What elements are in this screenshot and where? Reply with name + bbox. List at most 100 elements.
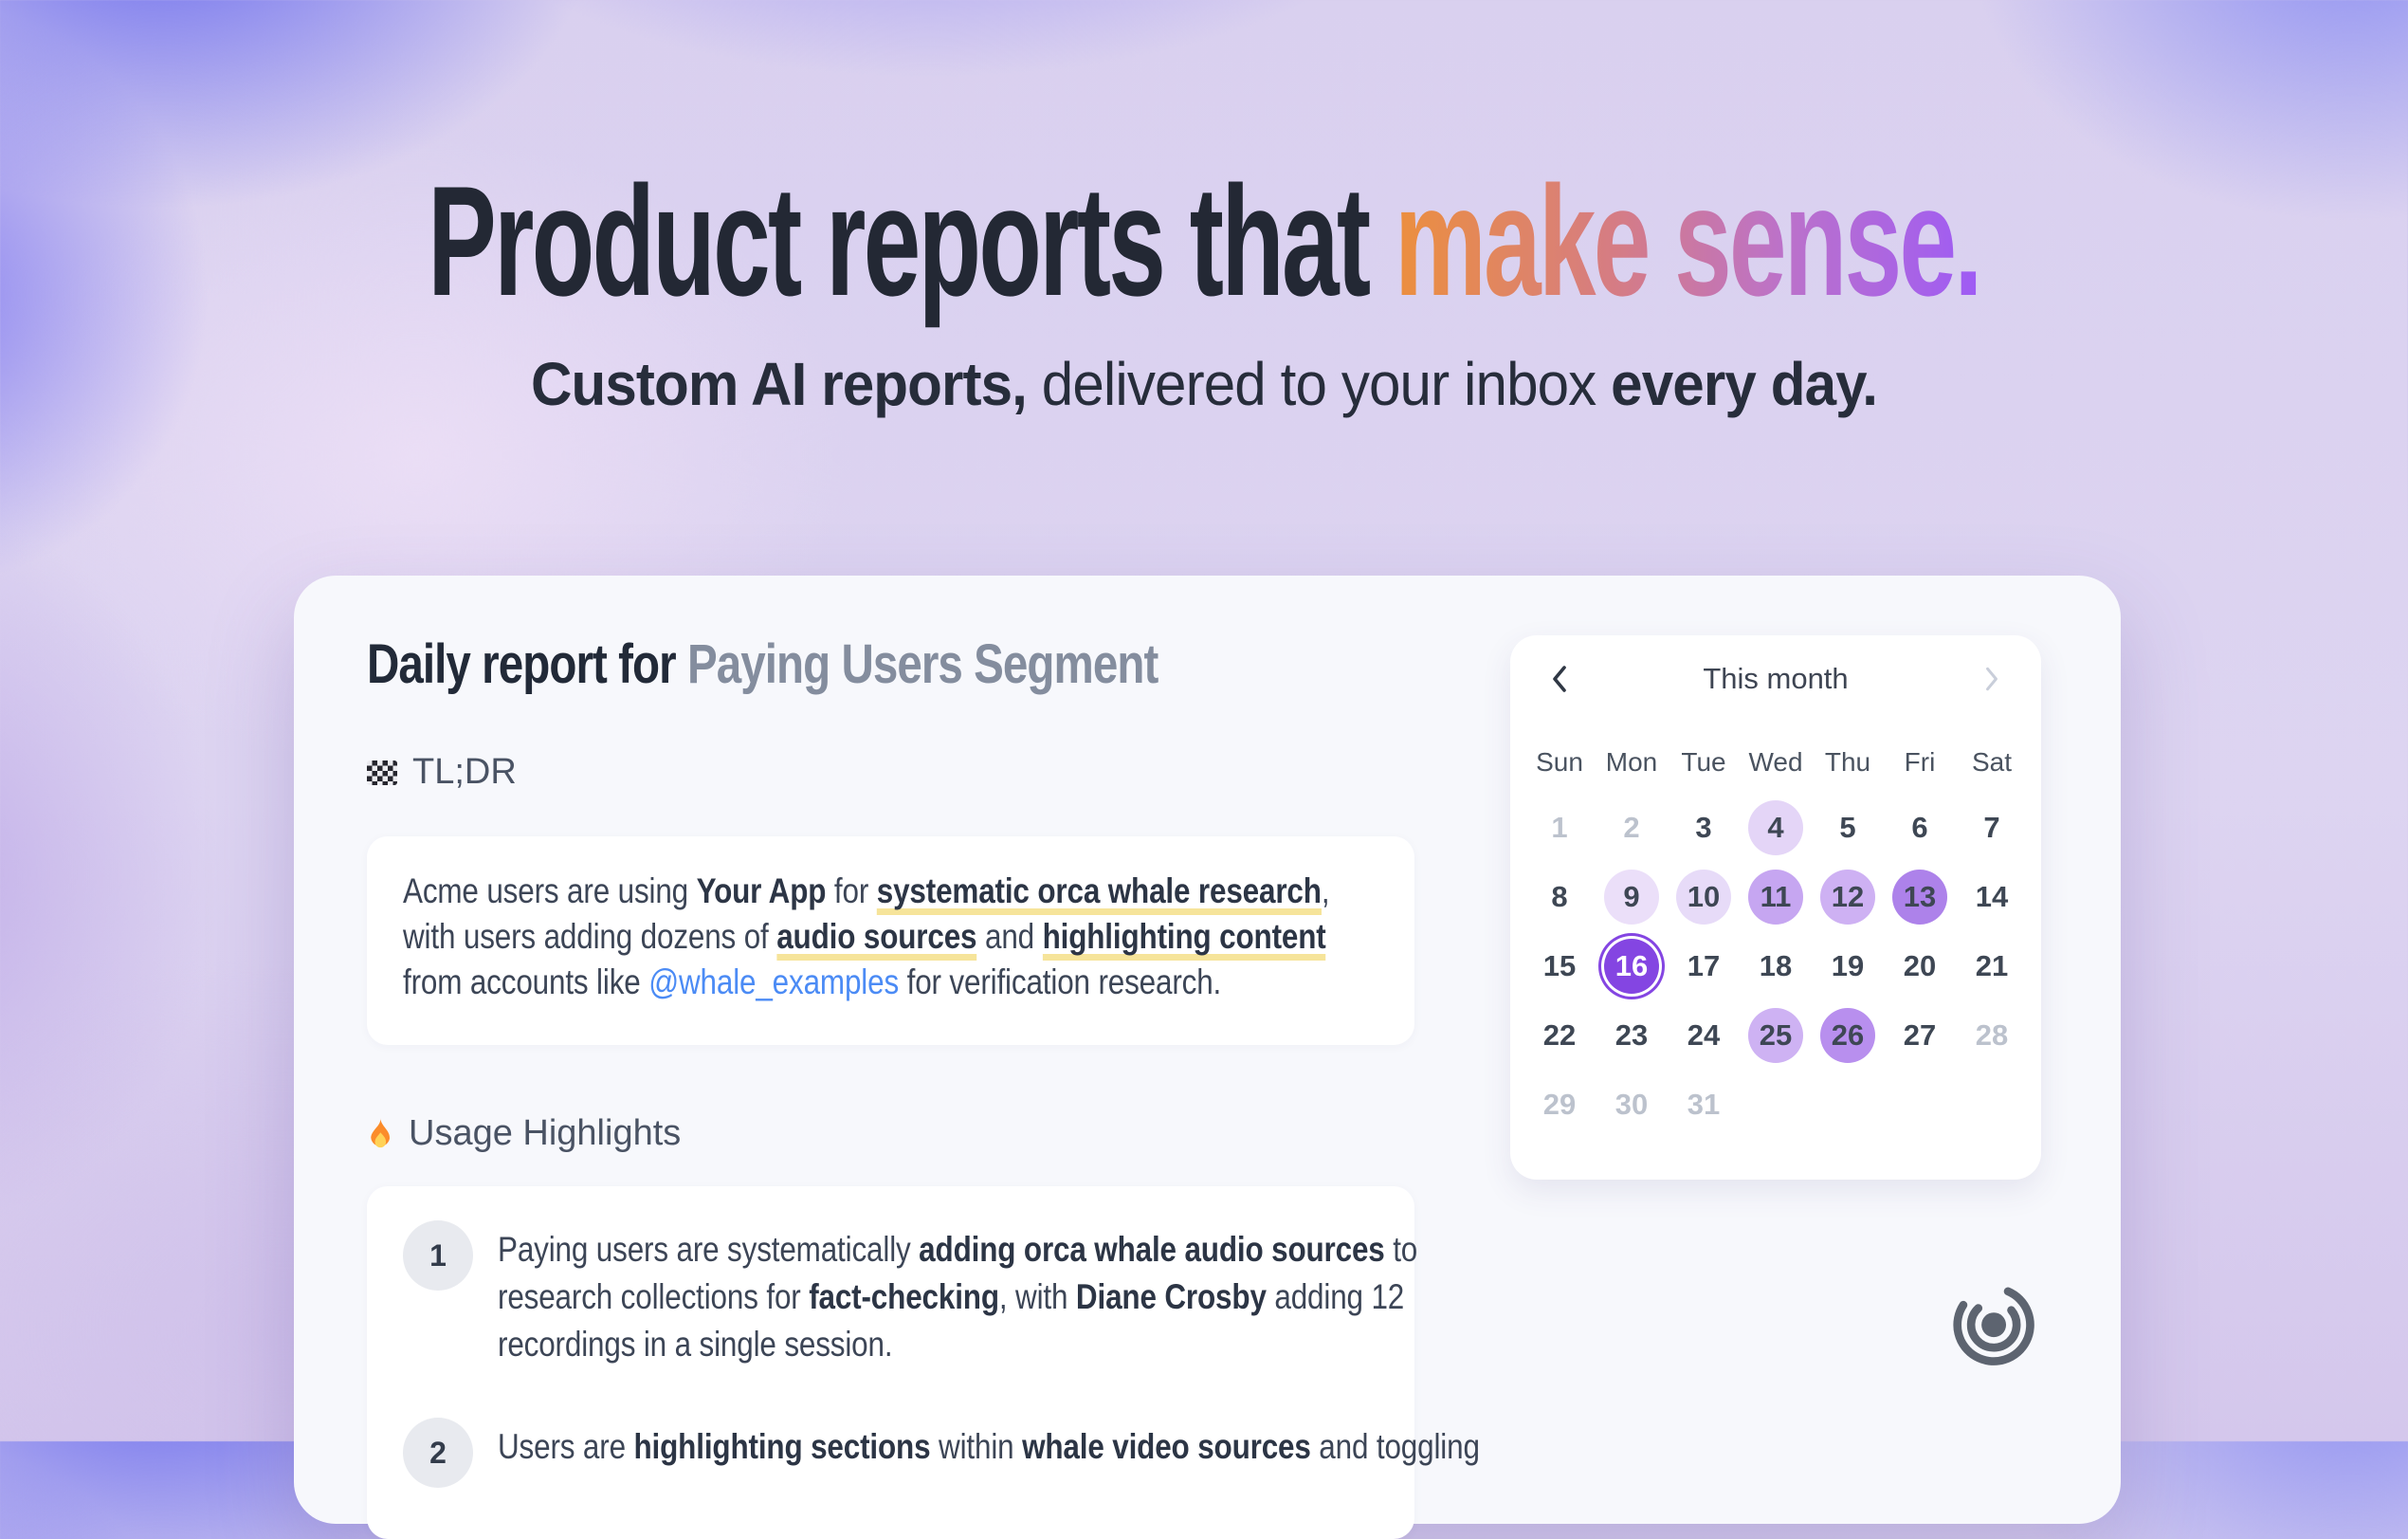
text-segment: audio sources [776,917,977,961]
weekday-label: Tue [1681,747,1726,777]
calendar-day-26[interactable]: 26 [1812,1000,1884,1070]
weekday-label: Sat [1971,747,2013,777]
calendar-day-30[interactable]: 30 [1596,1070,1668,1139]
calendar-day-8[interactable]: 8 [1523,862,1596,931]
hero-title-gradient: make sense. [1394,154,1983,328]
text-segment: systematic orca whale research [876,871,1322,915]
calendar-day-3[interactable]: 3 [1668,793,1740,862]
text-segment: within [930,1427,1023,1466]
flame-icon [371,1117,391,1147]
calendar-day-number: 6 [1911,810,1928,844]
calendar-day-10[interactable]: 10 [1668,862,1740,931]
text-segment: Paying users are systematically [498,1230,920,1269]
calendar-day-number: 4 [1748,799,1803,855]
weekday-label: Thu [1824,747,1871,777]
calendar-day-number: 5 [1839,810,1856,844]
calendar-day-number: 29 [1542,1087,1577,1121]
calendar-day-number: 16 [1604,938,1659,994]
calendar-day-16[interactable]: 16 [1596,931,1668,1000]
calendar-prev-button[interactable] [1523,660,1596,698]
calendar-day-27[interactable]: 27 [1884,1000,1956,1070]
text-segment: Custom AI reports, [530,350,1028,418]
mention-link[interactable]: @whale_examples [648,962,900,1001]
calendar-day-number: 15 [1542,948,1577,982]
text-segment: Acme users are using [403,871,697,910]
text-segment: adding orca whale audio sources [919,1230,1385,1269]
tldr-card: Acme users are using Your App for system… [367,836,1414,1045]
calendar-day-number: 1 [1551,810,1568,844]
calendar-day-1[interactable]: 1 [1523,793,1596,862]
calendar-day-number: 28 [1975,1017,2009,1052]
calendar-weekday-row: Sun Mon Tue Wed Thu Fri Sat [1523,743,2028,781]
calendar-day-14[interactable]: 14 [1956,862,2028,931]
calendar-day-2[interactable]: 2 [1596,793,1668,862]
calendar-day-number: 26 [1820,1007,1875,1063]
usage-label: Usage Highlights [409,1113,682,1153]
calendar-day-23[interactable]: 23 [1596,1000,1668,1070]
tldr-label: TL;DR [412,752,517,792]
calendar-day-number: 24 [1687,1017,1721,1052]
calendar-day-number: 20 [1903,948,1937,982]
text-segment: to [1384,1230,1418,1269]
calendar-day-25[interactable]: 25 [1740,1000,1812,1070]
calendar-day-5[interactable]: 5 [1812,793,1884,862]
text-segment: fact-checking [809,1277,999,1316]
text-segment: from accounts like [403,962,649,1001]
text-segment: and [976,917,1043,956]
usage-items: 1 Paying users are systematically adding … [403,1220,1480,1488]
calendar-day-17[interactable]: 17 [1668,931,1740,1000]
calendar-day-number: 9 [1604,869,1659,925]
tldr-label-row: TL;DR [367,752,1419,793]
calendar-day-11[interactable]: 11 [1740,862,1812,931]
item-number-badge: 1 [403,1220,473,1291]
text-segment: delivered to your inbox [1026,350,1612,418]
calendar-day-20[interactable]: 20 [1884,931,1956,1000]
text-segment: every day. [1611,350,1878,418]
calendar-day-28[interactable]: 28 [1956,1000,2028,1070]
calendar-day-number: 10 [1676,869,1731,925]
calendar-day-9[interactable]: 9 [1596,862,1668,931]
text-segment: with users adding dozens of [403,917,777,956]
calendar-day-13[interactable]: 13 [1884,862,1956,931]
report-heading-dark: Daily report for [367,633,687,695]
calendar-day-29[interactable]: 29 [1523,1070,1596,1139]
highlight-text: Users are highlighting sections within w… [498,1423,1480,1471]
calendar-day-18[interactable]: 18 [1740,931,1812,1000]
highlight-item: 2 Users are highlighting sections within … [403,1418,1480,1488]
calendar-day-number: 14 [1975,879,2009,913]
calendar-day-number: 27 [1903,1017,1937,1052]
page-background: { "hero": { "title_plain": "Product repo… [0,0,2408,1488]
calendar-day-21[interactable]: 21 [1956,931,2028,1000]
calendar-title: This month [1703,662,1849,695]
calendar-day-12[interactable]: 12 [1812,862,1884,931]
text-segment: Users are [498,1427,634,1466]
text-segment: highlighting content [1042,917,1326,961]
chevron-right-icon [1986,667,1998,691]
calendar-day-number: 7 [1983,810,2000,844]
usage-label-row: Usage Highlights [367,1113,1419,1154]
text-segment: research collections for [498,1277,810,1316]
calendar-day-15[interactable]: 15 [1523,931,1596,1000]
weekday-label: Fri [1904,747,1936,777]
calendar-day-number: 25 [1748,1007,1803,1063]
text-segment: for verification research. [899,962,1222,1001]
calendar-day-4[interactable]: 4 [1740,793,1812,862]
calendar-day-number: 30 [1614,1087,1649,1121]
sonar-logo-icon [1953,1287,2034,1365]
calendar-day-7[interactable]: 7 [1956,793,2028,862]
calendar-day-number: 2 [1623,810,1640,844]
calendar-day-19[interactable]: 19 [1812,931,1884,1000]
calendar-day-22[interactable]: 22 [1523,1000,1596,1070]
calendar-day-number: 21 [1975,948,2009,982]
chevron-left-icon [1553,666,1566,692]
calendar-day-6[interactable]: 6 [1884,793,1956,862]
weekday-label: Sun [1536,747,1583,777]
calendar-day-number: 13 [1892,869,1947,925]
calendar-next-button[interactable] [1956,660,2028,698]
calendar-day-31[interactable]: 31 [1668,1070,1740,1139]
report-card: Daily report for Paying Users Segment TL… [294,576,2121,1539]
calendar-day-number: 19 [1831,948,1865,982]
tldr-text: Acme users are using Your App for system… [403,869,1330,1005]
calendar-day-24[interactable]: 24 [1668,1000,1740,1070]
